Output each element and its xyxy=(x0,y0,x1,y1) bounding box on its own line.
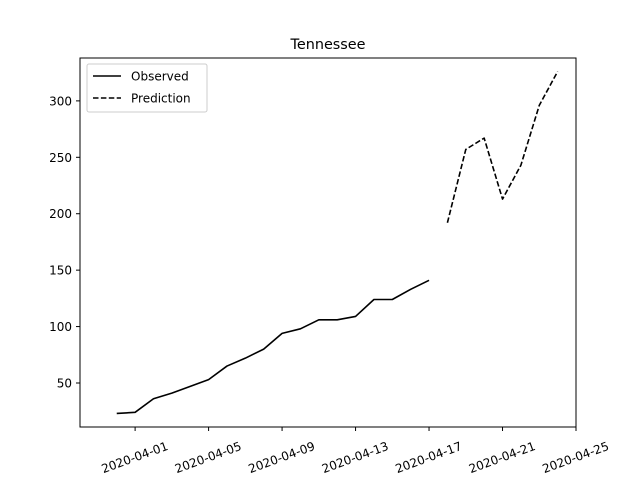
y-tick-label: 50 xyxy=(57,376,72,390)
legend: Observed Prediction xyxy=(86,63,208,113)
x-tick-label: 2020-04-17 xyxy=(393,439,463,476)
y-tick-label: 150 xyxy=(49,264,72,278)
x-tick-label: 2020-04-21 xyxy=(467,439,537,476)
x-tick-label: 2020-04-01 xyxy=(100,439,170,476)
x-tick-label: 2020-04-13 xyxy=(320,439,390,476)
y-tick-label: 100 xyxy=(49,320,72,334)
x-tick-label: 2020-04-25 xyxy=(540,439,610,476)
legend-label-observed: Observed xyxy=(131,70,189,84)
x-tick-label: 2020-04-05 xyxy=(173,439,243,476)
legend-label-prediction: Prediction xyxy=(131,92,191,106)
x-tick-label: 2020-04-09 xyxy=(247,439,317,476)
series-line-prediction xyxy=(446,71,559,223)
y-tick-label: 250 xyxy=(49,151,72,165)
chart-title: Tennessee xyxy=(290,37,366,53)
plot-area-frame xyxy=(79,57,577,428)
y-tick-label: 300 xyxy=(49,94,72,108)
y-tick-label: 200 xyxy=(49,207,72,221)
series-line-observed xyxy=(116,279,430,415)
